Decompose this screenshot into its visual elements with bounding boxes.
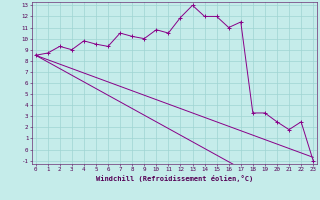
X-axis label: Windchill (Refroidissement éolien,°C): Windchill (Refroidissement éolien,°C)	[96, 175, 253, 182]
